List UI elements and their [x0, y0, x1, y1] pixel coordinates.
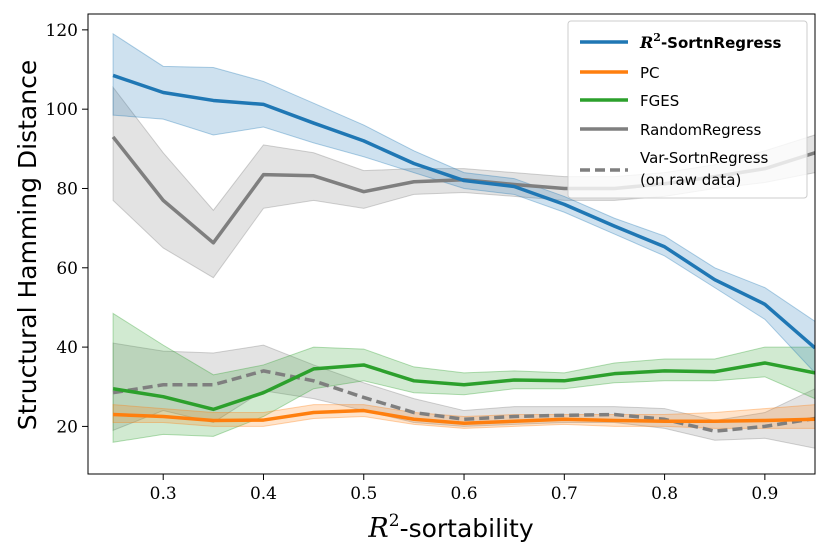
y-axis-ticks: 20 40 60 80 100 120 — [46, 21, 88, 437]
x-tick-label: 0.9 — [751, 484, 778, 504]
x-axis-title-math: R — [367, 513, 388, 544]
x-axis-title-sup: 2 — [389, 511, 400, 531]
line-pc — [112, 408, 815, 425]
legend-frame — [567, 20, 808, 199]
x-axis-title-suffix: -sortability — [400, 514, 534, 543]
x-axis-ticks: 0.3 0.4 0.5 0.6 0.7 0.8 0.9 — [150, 474, 778, 504]
x-tick-label: 0.3 — [150, 484, 177, 504]
x-tick-label: 0.6 — [451, 484, 478, 504]
x-axis-title: R2-sortability — [367, 511, 533, 544]
y-tick-label: 40 — [56, 338, 78, 358]
legend-label-pc: PC — [640, 64, 660, 82]
y-tick-label: 100 — [46, 100, 78, 120]
legend-label-var-line1: Var-SortnRegress — [640, 149, 769, 167]
y-tick-label: 60 — [56, 259, 78, 279]
legend: R2-SortnRegress PC FGES RandomRegress Va… — [567, 20, 808, 199]
x-tick-label: 0.7 — [551, 484, 578, 504]
legend-label-fges: FGES — [640, 92, 679, 110]
legend-label-r2-math: R — [639, 33, 653, 52]
x-tick-label: 0.5 — [350, 484, 377, 504]
y-tick-label: 120 — [46, 21, 78, 41]
legend-label-r2: R2-SortnRegress — [639, 31, 781, 52]
band-random — [112, 85, 815, 279]
y-axis-title: Structural Hamming Distance — [13, 60, 42, 430]
x-tick-label: 0.4 — [250, 484, 277, 504]
x-tick-label: 0.8 — [651, 484, 678, 504]
legend-label-var-line2: (on raw data) — [640, 171, 741, 189]
plot-frame — [87, 13, 816, 475]
legend-label-r2-suffix: -SortnRegress — [661, 34, 782, 52]
line-fges — [112, 361, 815, 412]
band-fges — [112, 312, 815, 443]
y-tick-label: 80 — [56, 179, 78, 199]
y-tick-label: 20 — [56, 417, 78, 437]
legend-label-r2-sup: 2 — [653, 31, 661, 44]
band-r2 — [112, 32, 815, 374]
line-r2 — [112, 73, 815, 350]
legend-label-random: RandomRegress — [640, 121, 761, 139]
